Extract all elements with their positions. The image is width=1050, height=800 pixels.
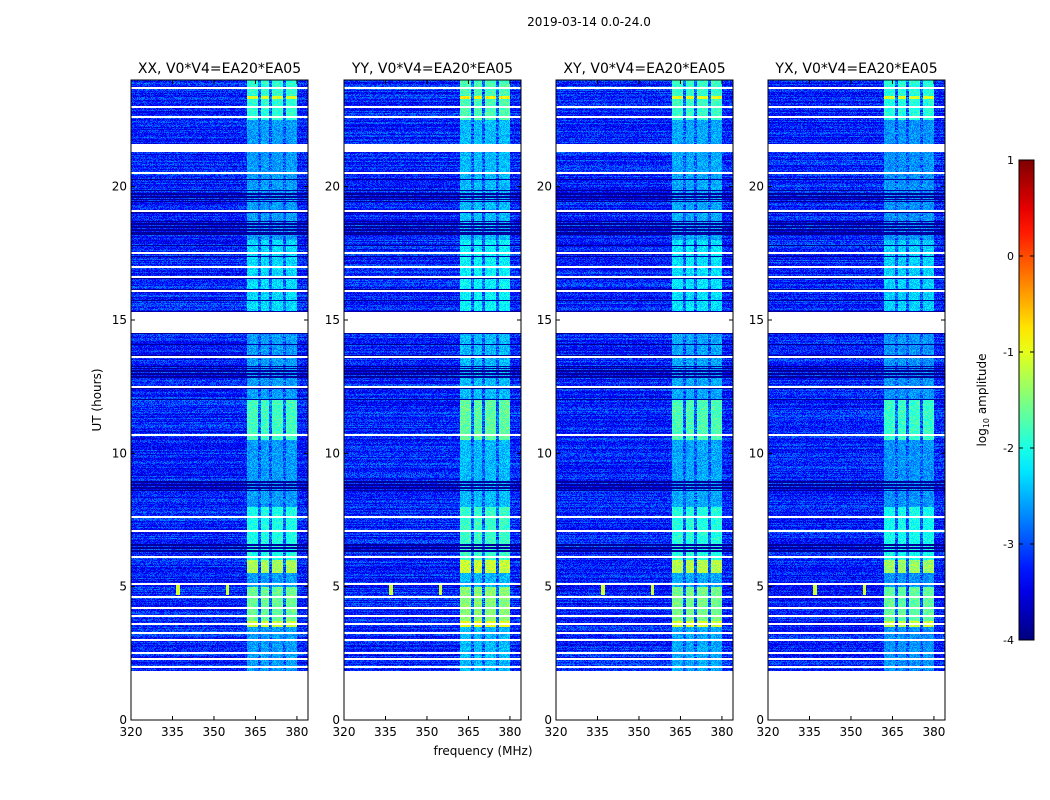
panel-axes-1: YY, V0*V4=EA20*EA05 320 335 350 365 380 0 5 10 15…	[325, 61, 522, 739]
colorbar-tick-label: -4	[1003, 634, 1014, 647]
plot-frame	[130, 79, 309, 721]
x-tick-label: 350	[203, 725, 226, 739]
x-tick-label: 335	[161, 725, 184, 739]
colorbar-bar	[1018, 159, 1035, 641]
x-tick-label: 335	[798, 725, 821, 739]
x-tick-label: 365	[244, 725, 267, 739]
y-tick-label: 10	[749, 446, 764, 460]
y-tick-label: 15	[537, 313, 552, 327]
panel-title: XX, V0*V4=EA20*EA05	[138, 61, 301, 77]
y-tick-label: 15	[112, 313, 127, 327]
panel-axes-2: XY, V0*V4=EA20*EA05 320 335 350 365 380 0 5 10 15…	[537, 61, 734, 739]
y-tick-label: 10	[537, 446, 552, 460]
x-tick-label: 320	[333, 725, 356, 739]
y-tick-label: 20	[112, 180, 127, 194]
x-tick-label: 365	[881, 725, 904, 739]
heatmap-panel-2	[556, 80, 733, 720]
x-tick-label: 320	[120, 725, 143, 739]
y-tick-label: 0	[756, 713, 764, 727]
colorbar: 1 0 -1 -2 -3 -4	[1003, 154, 1035, 647]
panel-title: YX, V0*V4=EA20*EA05	[774, 61, 937, 77]
y-tick-label: 0	[544, 713, 552, 727]
plot-frame	[767, 79, 946, 721]
heatmap-panel-3	[768, 80, 945, 720]
colorbar-tick-label: -3	[1003, 538, 1014, 551]
panel-title: YY, V0*V4=EA20*EA05	[351, 61, 513, 77]
x-tick-label: 320	[545, 725, 568, 739]
y-tick-label: 5	[119, 580, 127, 594]
x-tick-label: 350	[416, 725, 439, 739]
panel-title: XY, V0*V4=EA20*EA05	[563, 61, 725, 77]
y-tick-label: 0	[119, 713, 127, 727]
x-tick-label: 380	[922, 725, 945, 739]
colorbar-label: log10 amplitude	[975, 354, 991, 447]
colorbar-tick-label: -1	[1003, 346, 1014, 359]
y-tick-label: 10	[112, 446, 127, 460]
x-tick-label: 350	[840, 725, 863, 739]
plot-frame	[343, 79, 522, 721]
y-tick-label: 10	[325, 446, 340, 460]
x-tick-label: 380	[498, 725, 521, 739]
colorbar-tick-label: 1	[1007, 154, 1014, 167]
panel-axes-0: XX, V0*V4=EA20*EA05 320 335 350 365 380 0 5 10 15…	[112, 61, 309, 739]
y-tick-label: 0	[332, 713, 340, 727]
y-tick-label: 20	[325, 180, 340, 194]
heatmap-panel-0	[131, 80, 308, 720]
y-tick-label: 5	[332, 580, 340, 594]
x-tick-label: 380	[285, 725, 308, 739]
panel-axes-3: YX, V0*V4=EA20*EA05 320 335 350 365 380 0 5 10 15…	[749, 61, 946, 739]
colorbar-label-main: log	[975, 428, 989, 446]
x-tick-label: 380	[710, 725, 733, 739]
y-axis-label: UT (hours)	[90, 368, 104, 431]
figure-suptitle: 2019-03-14 0.0-24.0	[527, 15, 651, 29]
x-tick-label: 350	[628, 725, 651, 739]
y-tick-label: 20	[537, 180, 552, 194]
x-tick-label: 365	[457, 725, 480, 739]
x-tick-label: 335	[374, 725, 397, 739]
x-axis-label: frequency (MHz)	[433, 744, 532, 758]
y-tick-label: 15	[749, 313, 764, 327]
y-tick-label: 15	[325, 313, 340, 327]
plot-frame	[555, 79, 734, 721]
x-tick-label: 320	[757, 725, 780, 739]
x-tick-label: 335	[586, 725, 609, 739]
y-tick-label: 5	[756, 580, 764, 594]
y-tick-label: 5	[544, 580, 552, 594]
colorbar-label-sub: 10	[982, 418, 991, 428]
colorbar-label-rest: amplitude	[975, 354, 989, 418]
x-tick-label: 365	[669, 725, 692, 739]
colorbar-tick-label: 0	[1007, 250, 1014, 263]
heatmap-panel-1	[344, 80, 521, 720]
colorbar-tick-label: -2	[1003, 442, 1014, 455]
y-tick-label: 20	[749, 180, 764, 194]
